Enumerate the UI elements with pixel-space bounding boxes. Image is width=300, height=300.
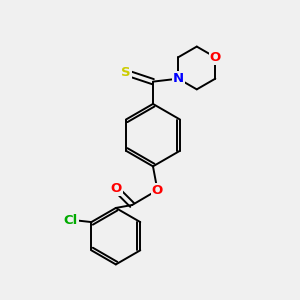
Text: N: N <box>173 72 184 85</box>
Text: Cl: Cl <box>63 214 78 227</box>
Text: O: O <box>152 184 163 196</box>
Text: O: O <box>110 182 122 195</box>
Text: N: N <box>173 72 184 85</box>
Text: O: O <box>210 51 221 64</box>
Text: S: S <box>122 66 131 79</box>
